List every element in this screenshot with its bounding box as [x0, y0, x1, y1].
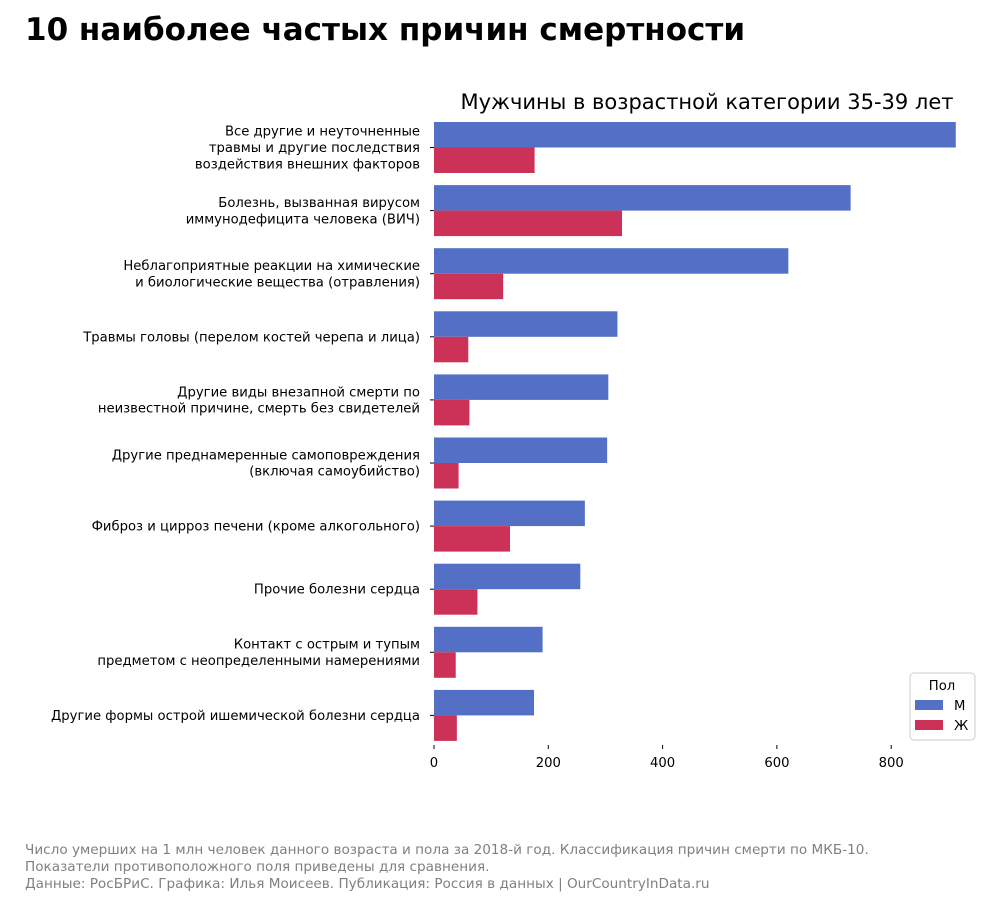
bar-male	[434, 248, 789, 274]
category-label: Все другие и неуточненные	[225, 125, 420, 140]
legend-swatch-female[interactable]	[915, 720, 943, 730]
category-label: иммунодефицита человека (ВИЧ)	[186, 212, 420, 227]
category-label: Прочие болезни сердца	[254, 582, 420, 598]
category-label: Другие преднамеренные самоповреждения	[112, 448, 420, 463]
category-label: воздействия внешних факторов	[195, 157, 420, 172]
bar-male	[434, 122, 956, 148]
category-label: предметом с неопределенными намерениями	[97, 654, 420, 669]
bar-male	[434, 185, 851, 211]
legend-swatch-male[interactable]	[915, 700, 943, 710]
bar-male	[434, 500, 585, 527]
x-axis: 0 200 400 600 800	[430, 745, 904, 771]
chart-title: Мужчины в возрастной категории 35-39 лет	[461, 90, 954, 114]
x-tick-label: 600	[764, 756, 789, 771]
bars-layer	[434, 122, 956, 741]
bar-female	[434, 589, 478, 615]
footnote-line: Данные: РосБРиС. Графика: Илья Моисеев. …	[25, 876, 710, 892]
category-label: неизвестной причине, смерть без свидетел…	[98, 401, 420, 417]
category-label: травмы и другие последствия	[209, 141, 420, 156]
bar-male	[434, 374, 609, 400]
bar-male	[434, 689, 535, 716]
category-label: Неблагоприятные реакции на химические	[123, 258, 420, 274]
page-title: 10 наиболее частых причин смертности	[25, 12, 746, 48]
bar-male	[434, 563, 581, 590]
category-label: Болезнь, вызванная вирусом	[218, 196, 420, 211]
bar-female	[434, 336, 469, 363]
legend-title: Пол	[929, 679, 955, 694]
bar-male	[434, 437, 608, 463]
bar-female	[434, 273, 504, 300]
category-label: (включая самоубийство)	[249, 464, 420, 480]
x-tick-label: 200	[536, 756, 561, 771]
category-label: Фиброз и цирроз печени (кроме алкогольно…	[92, 519, 420, 535]
bar-female	[434, 399, 470, 426]
bar-female	[434, 147, 535, 173]
legend[interactable]: Пол МЖ	[909, 672, 976, 741]
category-label: Травмы головы (перелом костей черепа и л…	[82, 330, 420, 345]
bar-male	[434, 311, 618, 337]
category-label: Другие формы острой ишемической болезни …	[51, 708, 420, 724]
bar-female	[434, 526, 511, 552]
footnote: Число умерших на 1 млн человек данного в…	[25, 842, 869, 893]
footnote-line: Число умерших на 1 млн человек данного в…	[25, 842, 869, 858]
bar-female	[434, 463, 459, 489]
bar-male	[434, 626, 543, 653]
legend-label[interactable]: Ж	[954, 719, 968, 734]
legend-label[interactable]: М	[954, 699, 965, 714]
bar-female	[434, 210, 623, 237]
category-label: и биологические вещества (отравления)	[135, 274, 420, 290]
footnote-line: Показатели противоположного поля приведе…	[25, 859, 490, 875]
x-tick-label: 800	[879, 756, 904, 771]
x-tick-label: 0	[430, 756, 438, 771]
category-label: Контакт с острым и тупым	[234, 638, 420, 653]
bar-female	[434, 652, 456, 678]
x-tick-label: 400	[650, 756, 675, 771]
bar-female	[434, 715, 457, 741]
bar-chart: Мужчины в возрастной категории 35-39 лет…	[51, 90, 976, 771]
category-label: Другие виды внезапной смерти по	[177, 385, 420, 400]
